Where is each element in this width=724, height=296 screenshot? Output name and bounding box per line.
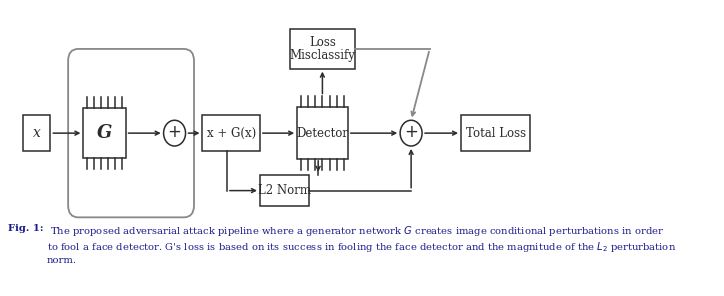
Bar [83,108,125,158]
Text: Total Loss: Total Loss [466,127,526,140]
Circle shape [164,120,185,146]
Text: L2 Norm: L2 Norm [258,184,311,197]
Text: x: x [33,126,41,140]
FancyBboxPatch shape [68,49,194,217]
Text: Fig. 1:: Fig. 1: [7,224,43,233]
Text: G: G [97,124,112,142]
Text: +: + [404,123,418,141]
Bar [260,175,309,206]
Bar [297,107,348,159]
Bar [290,29,355,69]
Bar [461,115,530,151]
Text: +: + [168,123,182,141]
Text: Misclassify: Misclassify [290,49,355,62]
Text: Detector: Detector [296,127,348,140]
Bar [23,115,51,151]
Circle shape [400,120,422,146]
Text: Loss: Loss [309,36,336,49]
Text: x + G(x): x + G(x) [206,127,256,140]
Text: The proposed adversarial attack pipeline where a generator network $G$ creates i: The proposed adversarial attack pipeline… [46,224,675,265]
Bar [203,115,260,151]
